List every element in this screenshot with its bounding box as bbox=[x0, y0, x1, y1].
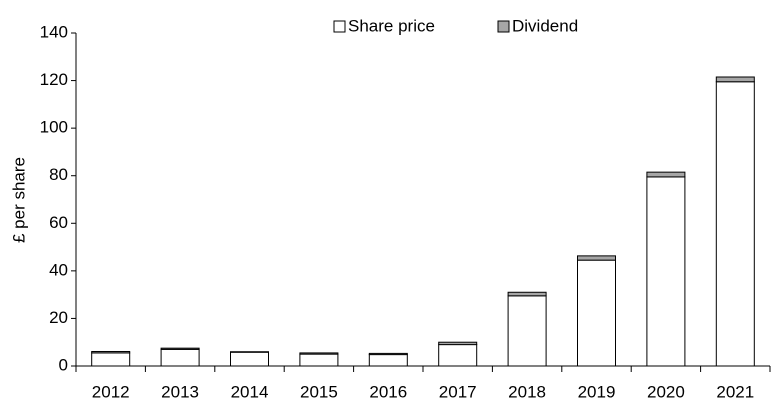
bar-segment bbox=[299, 353, 339, 367]
y-tick-label: 140 bbox=[40, 22, 68, 41]
y-tick-label: 60 bbox=[49, 213, 68, 232]
x-tick-label: 2012 bbox=[92, 382, 130, 401]
bar-segment bbox=[368, 354, 408, 367]
bar-segment bbox=[715, 76, 755, 83]
x-tick-label: 2015 bbox=[300, 382, 338, 401]
bar-segment bbox=[91, 350, 131, 354]
y-tick-label: 0 bbox=[59, 355, 68, 374]
y-tick-label: 20 bbox=[49, 308, 68, 327]
bar-segment bbox=[577, 259, 616, 367]
legend-label: Share price bbox=[348, 16, 435, 35]
bar-segment bbox=[646, 171, 686, 178]
legend-swatch bbox=[333, 20, 346, 33]
bar-segment bbox=[438, 344, 478, 367]
x-tick-label: 2014 bbox=[231, 382, 269, 401]
x-tick-label: 2019 bbox=[578, 382, 616, 401]
bar-segment bbox=[299, 352, 339, 355]
legend-swatch bbox=[497, 20, 510, 33]
x-tick-label: 2020 bbox=[647, 382, 685, 401]
bar-segment bbox=[646, 176, 686, 367]
x-tick-label: 2021 bbox=[716, 382, 754, 401]
bar-segment bbox=[507, 291, 547, 297]
y-tick-label: 100 bbox=[40, 118, 68, 137]
y-axis-label: £ per share bbox=[9, 157, 28, 243]
y-tick-label: 80 bbox=[49, 165, 68, 184]
x-tick-label: 2018 bbox=[508, 382, 546, 401]
bar-segment bbox=[368, 352, 408, 356]
bar-segment bbox=[230, 351, 269, 367]
y-tick-label: 120 bbox=[40, 70, 68, 89]
bar-segment bbox=[160, 347, 200, 350]
bar-segment bbox=[438, 341, 478, 346]
bar-segment bbox=[160, 348, 200, 367]
legend-label: Dividend bbox=[512, 16, 578, 35]
bar-segment bbox=[577, 255, 616, 261]
x-tick-label: 2017 bbox=[439, 382, 477, 401]
bar-segment bbox=[715, 81, 755, 367]
bar-segment bbox=[91, 352, 131, 367]
bar-segment bbox=[507, 295, 547, 367]
x-tick-label: 2013 bbox=[161, 382, 199, 401]
x-tick-label: 2016 bbox=[369, 382, 407, 401]
y-tick-label: 40 bbox=[49, 260, 68, 279]
